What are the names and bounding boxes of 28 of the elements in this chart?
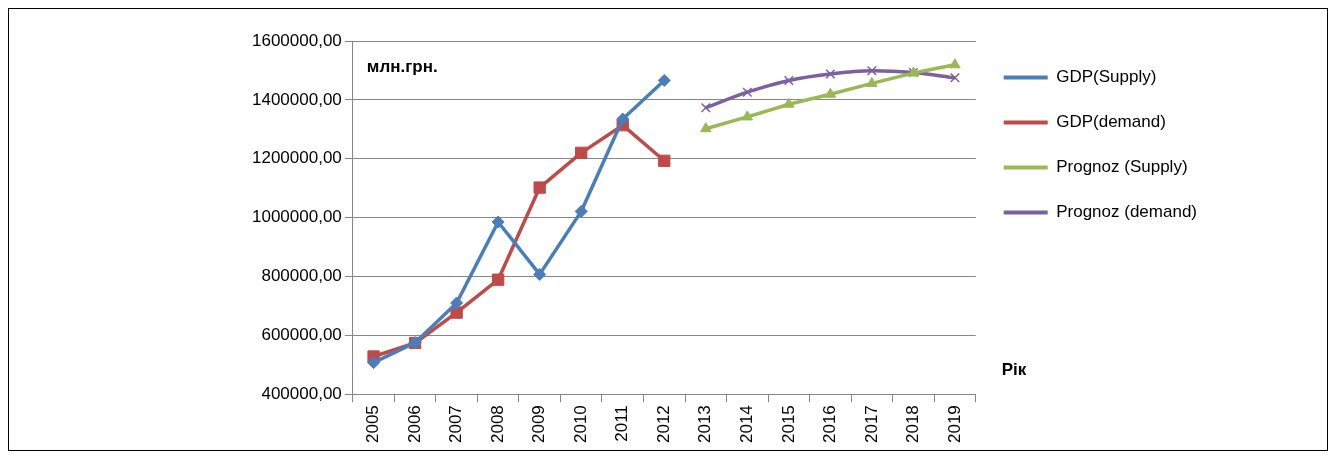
x-tick-label: 2010 [570, 405, 590, 444]
legend-label: Prognoz (demand) [1056, 202, 1198, 222]
legend-label: Prognoz (Supply) [1056, 157, 1188, 177]
y-tick-label: 800000,00 [261, 266, 342, 286]
y-tick-label: 1600000,00 [251, 30, 342, 50]
x-tick-label: 2015 [778, 405, 798, 444]
x-tick-label: 2017 [861, 405, 881, 444]
y-tick-label: 1200000,00 [251, 148, 342, 168]
legend-label: GDP(demand) [1056, 112, 1166, 132]
x-axis-title: Рік [1001, 359, 1027, 379]
x-tick-label: 2008 [487, 405, 507, 444]
x-tick-label: 2016 [820, 405, 840, 444]
x-tick-label: 2018 [903, 405, 923, 444]
x-tick-label: 2019 [944, 405, 964, 444]
x-tick-label: 2011 [612, 405, 632, 442]
y-axis-title: млн.грн. [366, 56, 438, 76]
x-tick-label: 2014 [737, 405, 756, 444]
x-tick-label: 2007 [446, 405, 466, 444]
x-tick-label: 2012 [653, 405, 673, 444]
legend-label: GDP(Supply) [1056, 67, 1157, 87]
y-tick-label: 600000,00 [261, 325, 342, 345]
y-tick-label: 1400000,00 [251, 89, 342, 109]
x-tick-label: 2006 [404, 405, 424, 444]
y-tick-label: 1000000,00 [251, 207, 342, 227]
y-tick-label: 400000,00 [261, 383, 342, 403]
x-tick-label: 2005 [363, 405, 383, 444]
x-tick-label: 2013 [695, 405, 715, 444]
x-tick-label: 2009 [529, 405, 549, 444]
